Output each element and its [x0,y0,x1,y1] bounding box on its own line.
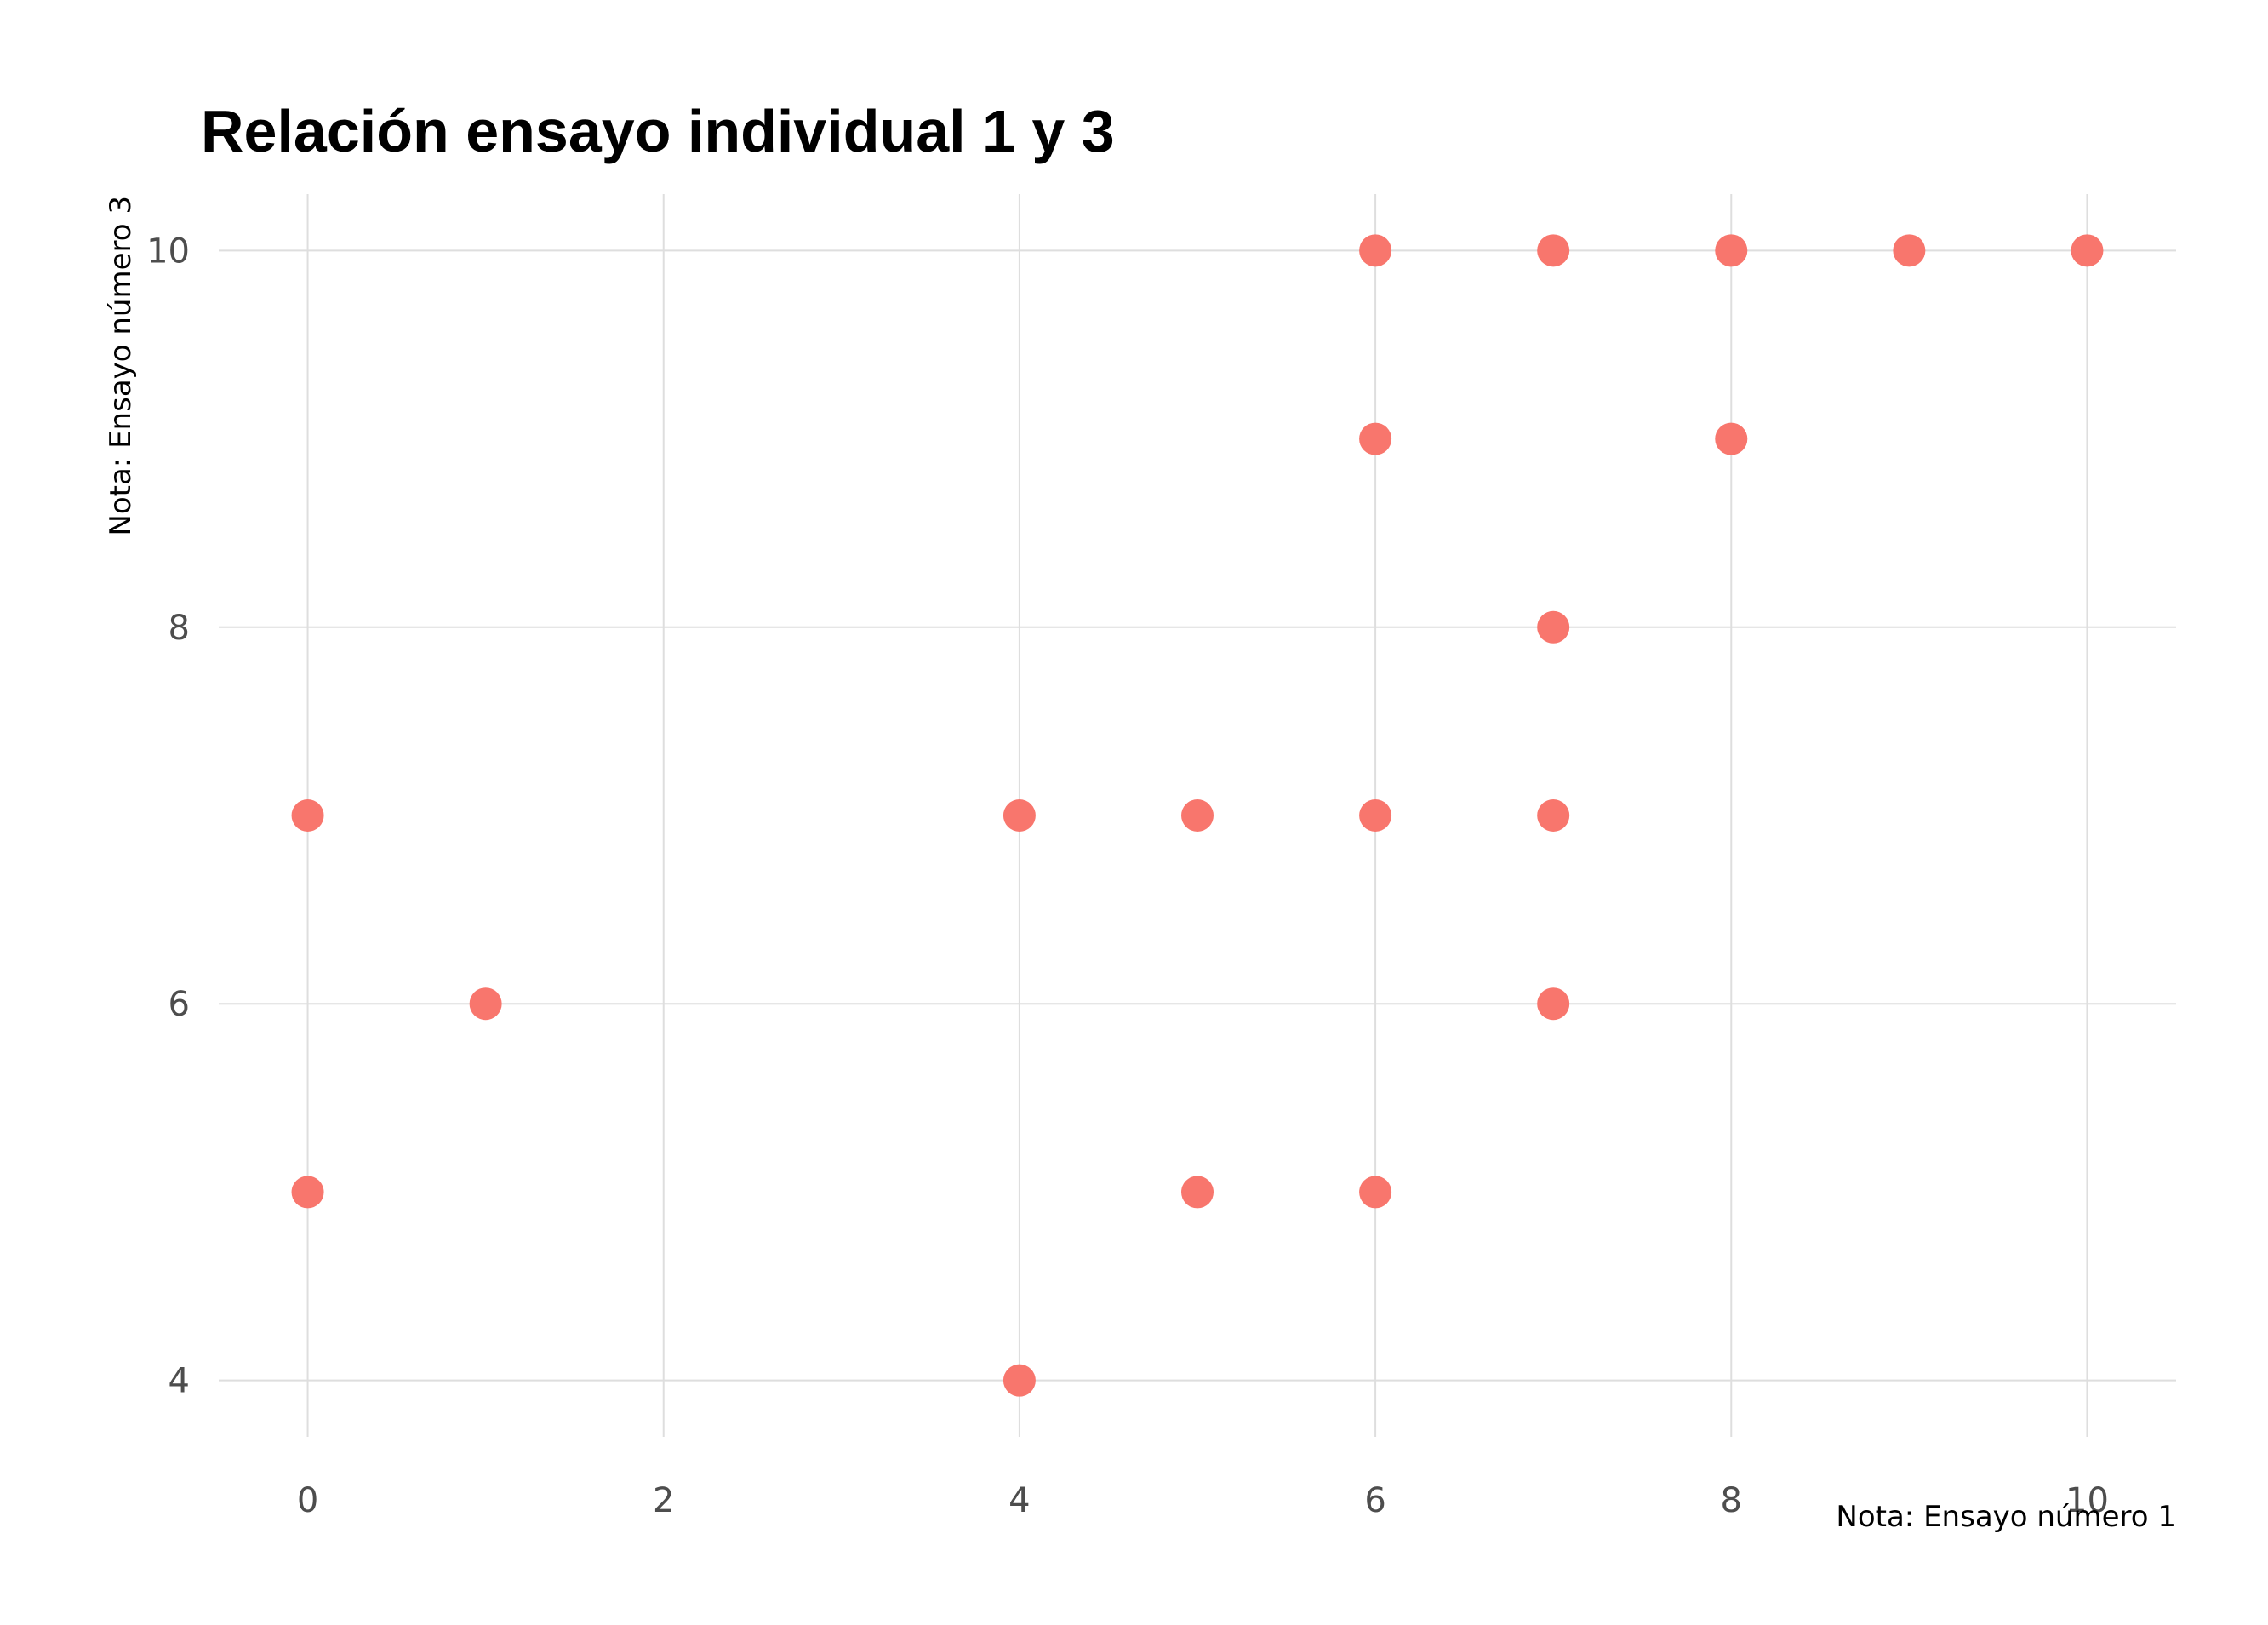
data-point [1359,799,1392,832]
data-point [1893,234,1926,267]
x-tick-label: 2 [653,1481,674,1520]
data-point [1003,1364,1036,1397]
x-tick-label: 6 [1364,1481,1385,1520]
x-tick-label: 8 [1721,1481,1742,1520]
y-tick-label: 8 [169,609,190,648]
y-axis-ticks: 4 6 8 10 [146,232,190,1400]
data-point [1003,799,1036,832]
x-axis-ticks: 0 2 4 6 8 10 [297,1481,2109,1520]
data-point [1359,422,1392,455]
data-point [1537,799,1570,832]
data-point [1181,1176,1214,1209]
y-axis-label: Nota: Ensayo número 3 [104,196,138,536]
grid [219,194,2176,1437]
data-point [1181,799,1214,832]
x-tick-label: 4 [1008,1481,1030,1520]
data-point [1359,1176,1392,1209]
data-point [1359,234,1392,267]
y-tick-label: 6 [169,985,190,1024]
data-points [291,234,2104,1397]
x-tick-label: 10 [2065,1481,2109,1520]
data-point [291,1176,324,1209]
data-point [469,987,502,1021]
x-axis-label: Nota: Ensayo número 1 [1836,1500,2176,1534]
data-point [1715,422,1748,455]
data-point [1537,610,1570,644]
data-point [1537,234,1570,267]
data-point [291,799,324,832]
y-tick-label: 4 [169,1362,190,1401]
data-point [1715,234,1748,267]
data-point [1537,987,1570,1021]
chart-title: Relación ensayo individual 1 y 3 [201,98,1115,164]
y-tick-label: 10 [146,232,190,271]
data-point [2071,234,2104,267]
x-tick-label: 0 [297,1481,318,1520]
